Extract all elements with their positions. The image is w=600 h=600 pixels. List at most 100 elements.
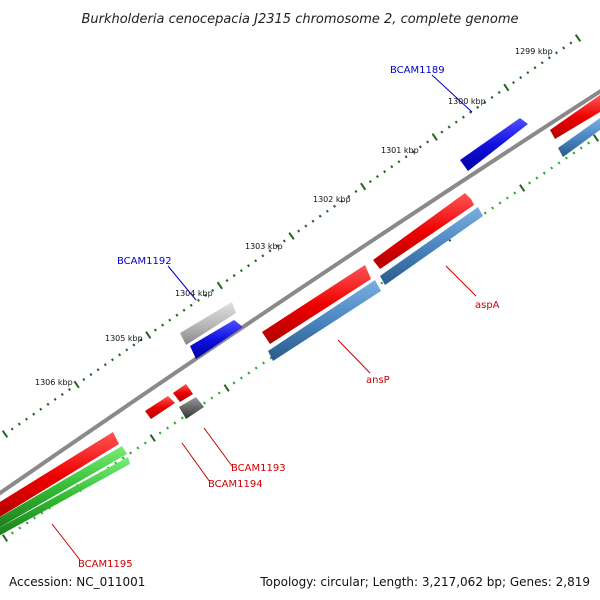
tick-minor <box>161 323 165 327</box>
tick-minor <box>318 214 322 218</box>
tick-minor <box>168 318 172 322</box>
tick-minor <box>354 189 358 193</box>
tick-minor <box>535 176 539 180</box>
tick-minor <box>579 146 583 150</box>
gene-top-right-steel[interactable] <box>558 118 600 157</box>
gene-BCAM1193[interactable] <box>179 397 204 419</box>
tick-minor <box>550 166 554 170</box>
tick-major <box>592 134 600 142</box>
tick-minor <box>547 56 551 60</box>
tick-minor <box>18 526 22 530</box>
kbp-labels: 1299 kbp 1300 kbp 1301 kbp 1302 kbp 1303… <box>35 47 553 387</box>
tick-minor <box>33 516 37 520</box>
tick-major <box>503 83 510 92</box>
kbp-label: 1303 kbp <box>245 242 283 251</box>
leader-line <box>181 442 211 483</box>
gene-label-aspA[interactable]: aspA <box>475 300 500 311</box>
kbp-label: 1300 kbp <box>448 97 486 106</box>
tick-minor <box>491 206 495 210</box>
tick-minor <box>53 397 57 401</box>
gene-label-BCAM1195[interactable]: BCAM1195 <box>78 559 133 570</box>
tick-minor <box>469 110 473 114</box>
gene-BCAM1194[interactable] <box>145 396 175 419</box>
tick-minor <box>211 288 215 292</box>
topology-text: Topology: circular; Length: 3,217,062 bp… <box>259 575 590 589</box>
gene-ansP-protein[interactable] <box>268 280 381 361</box>
tick-minor <box>32 412 36 416</box>
gene-label-BCAM1189[interactable]: BCAM1189 <box>390 65 445 76</box>
tick-minor <box>25 521 29 525</box>
tick-minor <box>118 353 122 357</box>
tick-minor <box>557 161 561 165</box>
gene-aspA-protein[interactable] <box>380 207 483 285</box>
tick-minor <box>282 239 286 243</box>
tick-minor <box>375 175 379 179</box>
kbp-label: 1304 kbp <box>175 289 213 298</box>
tick-major <box>216 281 223 290</box>
tick-major <box>360 182 367 191</box>
gene-aspA[interactable] <box>373 193 474 269</box>
tick-minor <box>24 417 29 421</box>
gene-BCAM1195[interactable] <box>0 432 119 520</box>
tick-minor <box>380 281 384 285</box>
tick-minor <box>17 422 21 426</box>
gene-small-red[interactable] <box>173 384 193 402</box>
tick-minor <box>461 115 465 119</box>
tick-minor <box>232 274 236 278</box>
tick-minor <box>526 71 530 75</box>
chromosome-backbone <box>0 89 600 496</box>
tick-minor <box>476 105 480 109</box>
tick-minor <box>158 431 162 435</box>
tick-minor <box>498 201 502 205</box>
tick-minor <box>554 51 559 55</box>
tick-minor <box>325 209 329 213</box>
kbp-label: 1299 kbp <box>515 47 553 56</box>
gene-label-BCAM1194[interactable]: BCAM1194 <box>208 479 263 490</box>
tick-minor <box>527 181 532 185</box>
tick-minor <box>239 376 243 380</box>
tick-minor <box>89 373 93 377</box>
gene-label-ansP[interactable]: ansP <box>366 375 390 386</box>
tick-minor <box>139 338 143 342</box>
gene-BCAM1189[interactable] <box>460 118 528 171</box>
tick-minor <box>490 95 494 99</box>
outer-tick-ring <box>1 34 582 438</box>
tick-minor <box>82 378 86 382</box>
tick-minor <box>261 254 265 258</box>
map-title: Burkholderia cenocepacia J2315 chromosom… <box>81 12 518 27</box>
tick-minor <box>562 46 566 50</box>
gene-label-BCAM1192[interactable]: BCAM1192 <box>117 256 172 267</box>
tick-minor <box>96 368 100 372</box>
tick-minor <box>210 396 214 400</box>
tick-minor <box>347 194 351 198</box>
tick-major <box>1 534 9 542</box>
tick-minor <box>505 196 509 200</box>
gene-BCAM1195-green-1[interactable] <box>0 446 127 530</box>
tick-minor <box>542 171 546 175</box>
gene-BCAM1195-green-2[interactable] <box>0 457 130 538</box>
tick-minor <box>204 293 208 297</box>
tick-minor <box>182 308 186 312</box>
tick-major <box>431 133 438 141</box>
tick-minor <box>418 145 422 149</box>
tick-minor <box>103 363 107 367</box>
tick-minor <box>254 366 258 370</box>
tick-minor <box>390 165 394 169</box>
tick-minor <box>540 61 544 65</box>
tick-minor <box>110 358 114 362</box>
leader-line <box>431 74 473 113</box>
tick-minor <box>311 219 315 223</box>
tick-minor <box>153 328 157 332</box>
tick-minor <box>39 407 43 411</box>
tick-minor <box>246 264 251 268</box>
gene-BCAM1192[interactable] <box>190 320 243 359</box>
tick-major <box>519 184 526 192</box>
gene-ansP[interactable] <box>262 265 371 344</box>
tick-major <box>73 380 80 389</box>
tick-minor <box>569 41 573 45</box>
tick-minor <box>10 427 14 431</box>
tick-minor <box>447 125 451 129</box>
gene-BCAM1192-gray[interactable] <box>180 302 236 345</box>
gene-top-right-red[interactable] <box>550 95 600 139</box>
gene-label-BCAM1193[interactable]: BCAM1193 <box>231 463 286 474</box>
